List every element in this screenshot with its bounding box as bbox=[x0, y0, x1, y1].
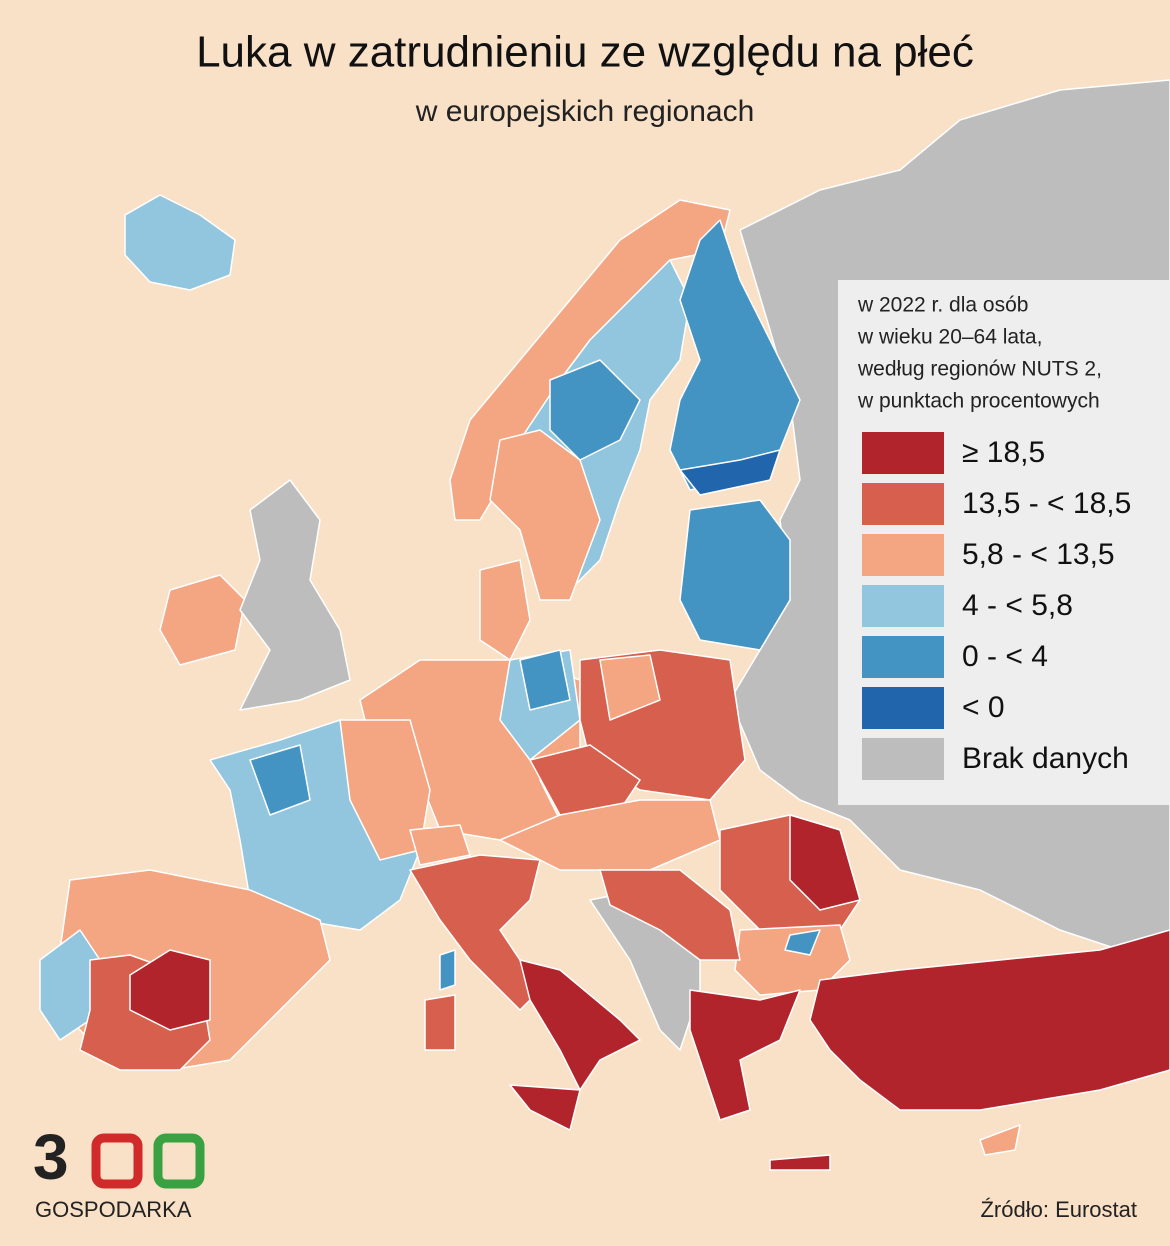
legend-label: Brak danych bbox=[962, 742, 1129, 775]
title: Luka w zatrudnieniu ze względu na płeć bbox=[196, 28, 974, 77]
subtitle: w europejskich regionach bbox=[415, 95, 755, 128]
region bbox=[499, 799, 721, 871]
region bbox=[679, 449, 781, 496]
region bbox=[784, 929, 821, 956]
region bbox=[479, 559, 531, 661]
legend-label: 13,5 - < 18,5 bbox=[962, 487, 1131, 520]
region bbox=[599, 654, 661, 721]
legend-note: według regionów NUTS 2, bbox=[857, 358, 1102, 381]
region bbox=[124, 194, 236, 291]
legend: w 2022 r. dla osób w wieku 20–64 lata, wed… bbox=[838, 280, 1170, 805]
region bbox=[424, 994, 456, 1051]
legend-swatch bbox=[862, 687, 944, 729]
region bbox=[519, 649, 571, 711]
region bbox=[159, 574, 246, 666]
legend-note: w wieku 20–64 lata, bbox=[857, 326, 1042, 349]
legend-swatch bbox=[862, 483, 944, 525]
no-data-region bbox=[239, 479, 351, 711]
region bbox=[509, 1084, 581, 1131]
region bbox=[529, 744, 641, 816]
region bbox=[809, 929, 1170, 1111]
region bbox=[439, 949, 456, 991]
logo-shape bbox=[91, 1133, 143, 1189]
logo-shape bbox=[153, 1133, 205, 1189]
region bbox=[689, 989, 801, 1121]
logo: 3 GOSPODARKA bbox=[33, 1121, 205, 1222]
legend-swatch bbox=[862, 636, 944, 678]
legend-label: 0 - < 4 bbox=[962, 640, 1048, 673]
region bbox=[789, 814, 861, 911]
region bbox=[129, 949, 211, 1031]
legend-note: w 2022 r. dla osób bbox=[857, 294, 1028, 317]
logo-name: GOSPODARKA bbox=[35, 1197, 192, 1222]
region bbox=[679, 499, 791, 651]
region bbox=[549, 359, 641, 461]
region bbox=[489, 429, 601, 601]
region bbox=[519, 959, 641, 1091]
legend-swatch bbox=[862, 534, 944, 576]
legend-label: < 0 bbox=[962, 691, 1005, 724]
legend-swatch bbox=[862, 738, 944, 780]
region bbox=[599, 869, 741, 961]
legend-label: 4 - < 5,8 bbox=[962, 589, 1073, 622]
source: Źródło: Eurostat bbox=[980, 1197, 1137, 1222]
region bbox=[769, 1154, 831, 1171]
legend-label: 5,8 - < 13,5 bbox=[962, 538, 1115, 571]
legend-note: w punktach procentowych bbox=[857, 390, 1100, 413]
region bbox=[409, 824, 471, 866]
region bbox=[249, 744, 311, 816]
logo-mark: 3 bbox=[33, 1121, 69, 1193]
legend-label: ≥ 18,5 bbox=[962, 436, 1045, 469]
region bbox=[979, 1124, 1021, 1156]
legend-swatch bbox=[862, 585, 944, 627]
legend-swatch bbox=[862, 432, 944, 474]
